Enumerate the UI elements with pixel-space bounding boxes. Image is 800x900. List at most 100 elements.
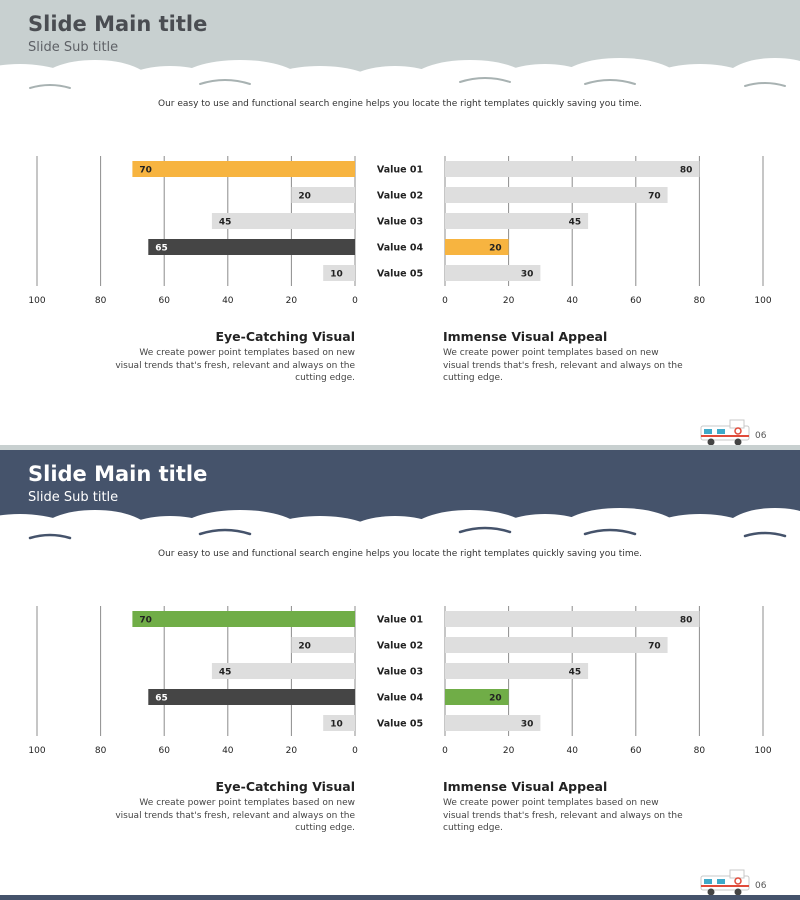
data-label: 65 [155, 694, 168, 704]
category-label: Value 05 [377, 269, 423, 280]
tick-label: 60 [630, 746, 642, 756]
slide-2: Slide Main title Slide Sub title Our eas… [0, 450, 800, 900]
ambulance-icon [700, 869, 750, 896]
bar-right [445, 715, 541, 731]
bottom-rule [0, 895, 800, 900]
left-heading: Eye-Catching Visual [215, 779, 355, 794]
category-label: Value 04 [377, 693, 424, 704]
right-description: We create power point templates based on… [443, 798, 683, 833]
bar-right [445, 187, 668, 203]
category-label: Value 02 [377, 191, 423, 202]
bar-right [445, 161, 700, 177]
category-label: Value 03 [377, 217, 423, 228]
bar-right [445, 689, 509, 705]
right-heading: Immense Visual Appeal [443, 329, 608, 344]
category-label: Value 01 [377, 615, 423, 626]
data-label: 30 [521, 270, 534, 280]
tick-label: 100 [28, 746, 45, 756]
data-label: 45 [569, 668, 582, 678]
data-label: 10 [330, 720, 343, 730]
bar-right [445, 637, 668, 653]
ambulance-icon [700, 419, 750, 446]
category-label: Value 01 [377, 165, 423, 176]
tick-label: 0 [442, 296, 448, 306]
category-label: Value 02 [377, 641, 423, 652]
slide-subtitle: Slide Sub title [28, 40, 119, 55]
tick-label: 80 [95, 746, 107, 756]
tick-label: 20 [286, 296, 298, 306]
tick-label: 60 [158, 296, 170, 306]
bar-left [148, 689, 355, 705]
data-label: 20 [298, 642, 311, 652]
bar-left [323, 265, 355, 281]
tick-label: 100 [754, 746, 771, 756]
bar-left [132, 611, 355, 627]
slide-subtitle: Slide Sub title [28, 490, 119, 505]
tick-label: 0 [352, 296, 358, 306]
bar-right [445, 663, 589, 679]
data-label: 45 [219, 668, 232, 678]
mirrored-bar-chart: 0 0 20 20 40 40 60 60 80 80 100 100 70 80 Value 01 20 70… [28, 606, 772, 756]
header-clouds-background [0, 450, 800, 562]
data-label: 70 [139, 166, 152, 176]
bar-right [445, 611, 700, 627]
data-label: 65 [155, 244, 168, 254]
bar-left [291, 637, 355, 653]
data-label: 70 [648, 192, 661, 202]
mirrored-bar-chart: 0 0 20 20 40 40 60 60 80 80 100 100 70 80 Value 01 20 70… [28, 156, 772, 306]
bar-right [445, 239, 509, 255]
tick-label: 60 [630, 296, 642, 306]
bar-left [211, 663, 355, 679]
right-description: We create power point templates based on… [443, 348, 683, 383]
data-label: 70 [139, 616, 152, 626]
data-label: 20 [489, 694, 502, 704]
category-label: Value 04 [377, 243, 424, 254]
tick-label: 40 [566, 746, 578, 756]
bar-left [211, 213, 355, 229]
bottom-rule [0, 445, 800, 450]
bar-left [132, 161, 355, 177]
data-label: 80 [680, 166, 693, 176]
header-clouds-background [0, 0, 800, 92]
tick-label: 80 [95, 296, 107, 306]
bar-left [291, 187, 355, 203]
tick-label: 100 [754, 296, 771, 306]
category-label: Value 03 [377, 667, 423, 678]
data-label: 20 [298, 192, 311, 202]
left-heading: Eye-Catching Visual [215, 329, 355, 344]
tick-label: 40 [222, 296, 234, 306]
data-label: 80 [680, 616, 693, 626]
tick-label: 60 [158, 746, 170, 756]
tick-label: 40 [222, 746, 234, 756]
tick-label: 0 [352, 746, 358, 756]
data-label: 70 [648, 642, 661, 652]
data-label: 10 [330, 270, 343, 280]
tagline: Our easy to use and functional search en… [158, 99, 642, 109]
bar-right [445, 265, 541, 281]
slide-title: Slide Main title [28, 462, 208, 486]
tick-label: 20 [503, 296, 515, 306]
page-number: 06 [755, 881, 767, 891]
data-label: 45 [219, 218, 232, 228]
slide-title: Slide Main title [28, 12, 208, 36]
data-label: 30 [521, 720, 534, 730]
tick-label: 100 [28, 296, 45, 306]
data-label: 45 [569, 218, 582, 228]
tick-label: 0 [442, 746, 448, 756]
tick-label: 80 [694, 746, 706, 756]
bar-left [148, 239, 355, 255]
left-description: We create power point templates based on… [115, 798, 355, 833]
page-number: 06 [755, 431, 767, 441]
data-label: 20 [489, 244, 502, 254]
tick-label: 40 [566, 296, 578, 306]
bar-left [323, 715, 355, 731]
bar-right [445, 213, 589, 229]
tagline: Our easy to use and functional search en… [158, 549, 642, 559]
tick-label: 80 [694, 296, 706, 306]
left-description: We create power point templates based on… [115, 348, 355, 383]
tick-label: 20 [286, 746, 298, 756]
category-label: Value 05 [377, 719, 423, 730]
tick-label: 20 [503, 746, 515, 756]
right-heading: Immense Visual Appeal [443, 779, 608, 794]
slide-1: Slide Main title Slide Sub title Our eas… [0, 0, 800, 450]
